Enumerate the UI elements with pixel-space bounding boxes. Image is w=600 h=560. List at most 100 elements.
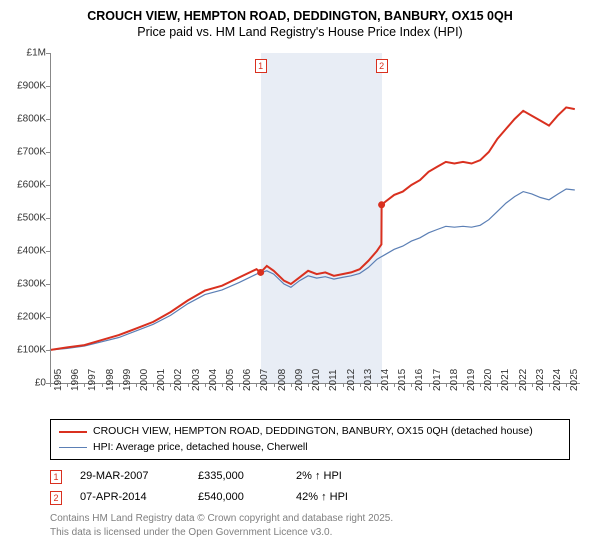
y-tick: [46, 119, 50, 120]
y-tick: [46, 317, 50, 318]
footer: Contains HM Land Registry data © Crown c…: [50, 512, 590, 539]
sale-marker-dot: [257, 269, 264, 276]
x-tick-label: 2024: [552, 369, 563, 391]
x-tick: [153, 383, 154, 387]
x-tick: [274, 383, 275, 387]
x-tick: [50, 383, 51, 387]
x-tick-label: 2002: [173, 369, 184, 391]
x-tick: [480, 383, 481, 387]
legend-row: CROUCH VIEW, HEMPTON ROAD, DEDDINGTON, B…: [59, 424, 561, 440]
x-tick-label: 2006: [242, 369, 253, 391]
x-tick-label: 2009: [294, 369, 305, 391]
sale-row-marker: 2: [50, 491, 62, 505]
x-tick-label: 2022: [518, 369, 529, 391]
x-tick: [325, 383, 326, 387]
x-tick: [102, 383, 103, 387]
x-tick: [360, 383, 361, 387]
y-tick-label: £600K: [17, 179, 46, 190]
x-tick: [411, 383, 412, 387]
footer-copyright: Contains HM Land Registry data © Crown c…: [50, 512, 590, 526]
x-tick: [429, 383, 430, 387]
y-tick: [46, 185, 50, 186]
x-tick-label: 2005: [225, 369, 236, 391]
x-tick-label: 2019: [466, 369, 477, 391]
legend-swatch: [59, 447, 87, 448]
x-tick-label: 2008: [277, 369, 288, 391]
y-tick-label: £0: [35, 377, 46, 388]
y-tick: [46, 86, 50, 87]
plot-area: £0£100K£200K£300K£400K£500K£600K£700K£80…: [10, 45, 590, 415]
y-tick-label: £800K: [17, 113, 46, 124]
x-tick: [377, 383, 378, 387]
sale-date: 29-MAR-2007: [80, 466, 180, 487]
x-tick-label: 1997: [87, 369, 98, 391]
sale-diff: 42% ↑ HPI: [296, 487, 386, 508]
x-tick: [291, 383, 292, 387]
x-tick-label: 2023: [535, 369, 546, 391]
y-tick: [46, 284, 50, 285]
x-tick-label: 2013: [363, 369, 374, 391]
x-tick-label: 2017: [432, 369, 443, 391]
x-tick: [239, 383, 240, 387]
x-tick-label: 2014: [380, 369, 391, 391]
x-tick: [67, 383, 68, 387]
sale-price: £540,000: [198, 487, 278, 508]
sale-marker-box: 2: [376, 59, 388, 73]
sale-diff: 2% ↑ HPI: [296, 466, 386, 487]
x-tick: [84, 383, 85, 387]
y-tick: [46, 218, 50, 219]
legend-label: CROUCH VIEW, HEMPTON ROAD, DEDDINGTON, B…: [93, 424, 533, 440]
series-subject: [50, 107, 575, 350]
sales-table: 1 29-MAR-2007 £335,000 2% ↑ HPI 2 07-APR-2014…: [50, 466, 570, 508]
x-tick-label: 2010: [311, 369, 322, 391]
x-tick: [119, 383, 120, 387]
x-tick: [394, 383, 395, 387]
y-tick-label: £300K: [17, 278, 46, 289]
x-tick-label: 2012: [346, 369, 357, 391]
sale-row-marker: 1: [50, 470, 62, 484]
legend-row: HPI: Average price, detached house, Cher…: [59, 440, 561, 456]
legend: CROUCH VIEW, HEMPTON ROAD, DEDDINGTON, B…: [50, 419, 570, 461]
x-tick-label: 2007: [259, 369, 270, 391]
x-tick: [205, 383, 206, 387]
x-tick: [256, 383, 257, 387]
x-tick: [566, 383, 567, 387]
y-tick-label: £1M: [27, 47, 46, 58]
x-tick-label: 2011: [328, 369, 339, 391]
x-tick: [170, 383, 171, 387]
x-tick-label: 2020: [483, 369, 494, 391]
x-tick: [343, 383, 344, 387]
x-tick: [446, 383, 447, 387]
x-tick-label: 2016: [414, 369, 425, 391]
y-tick-label: £200K: [17, 311, 46, 322]
y-tick: [46, 350, 50, 351]
legend-label: HPI: Average price, detached house, Cher…: [93, 440, 308, 456]
x-tick: [188, 383, 189, 387]
x-tick: [497, 383, 498, 387]
y-tick: [46, 152, 50, 153]
footer-licence: This data is licensed under the Open Gov…: [50, 526, 590, 540]
figure: CROUCH VIEW, HEMPTON ROAD, DEDDINGTON, B…: [0, 0, 600, 560]
y-tick-label: £100K: [17, 344, 46, 355]
x-tick: [222, 383, 223, 387]
x-tick-label: 1998: [105, 369, 116, 391]
x-tick-label: 2018: [449, 369, 460, 391]
sale-marker-dot: [378, 201, 385, 208]
y-tick: [46, 53, 50, 54]
x-tick-label: 2003: [191, 369, 202, 391]
x-tick: [463, 383, 464, 387]
x-tick-label: 1996: [70, 369, 81, 391]
x-tick-label: 2025: [569, 369, 580, 391]
y-tick-label: £900K: [17, 80, 46, 91]
x-tick: [308, 383, 309, 387]
sale-price: £335,000: [198, 466, 278, 487]
x-tick-label: 2015: [397, 369, 408, 391]
y-tick-label: £700K: [17, 146, 46, 157]
x-tick-label: 1995: [53, 369, 64, 391]
sale-date: 07-APR-2014: [80, 487, 180, 508]
x-tick: [549, 383, 550, 387]
chart-svg: [10, 45, 590, 415]
y-axis: [50, 53, 51, 383]
x-tick: [136, 383, 137, 387]
y-tick-label: £500K: [17, 212, 46, 223]
